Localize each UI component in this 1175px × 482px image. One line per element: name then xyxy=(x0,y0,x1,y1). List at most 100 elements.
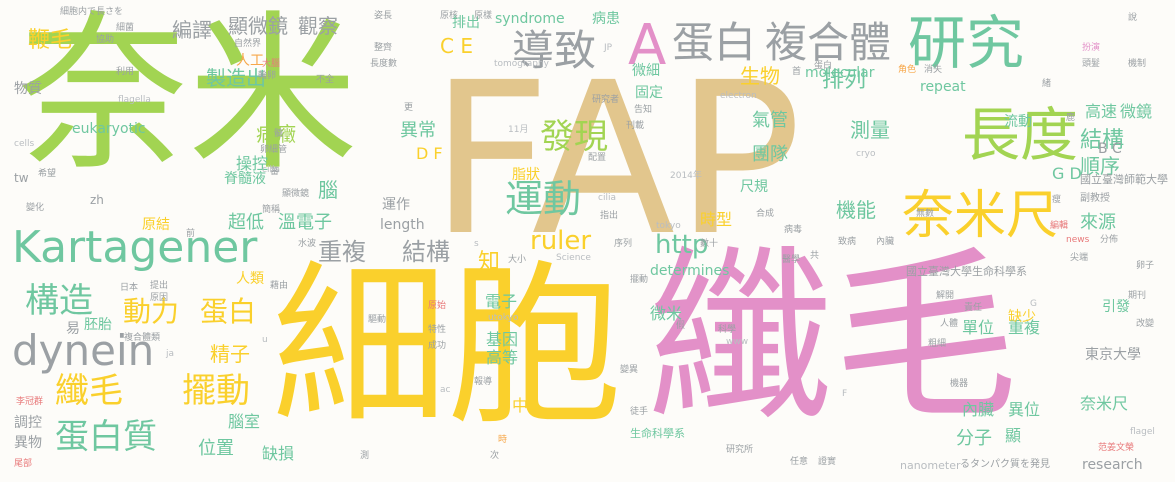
word-renlei: 人類 xyxy=(236,271,264,287)
word-nami-large: 奈米 xyxy=(18,0,359,194)
word-zhengshi: 證實 xyxy=(818,457,837,467)
word-xijun: 細菌 xyxy=(116,23,135,33)
word-yuanshi: 原始 xyxy=(428,301,447,311)
word-ce-small: 測 xyxy=(360,451,370,461)
word-zhengqi: 整齊 xyxy=(374,43,393,53)
word-danbai-mid: 蛋白 xyxy=(200,295,257,328)
word-danao: 大腦 xyxy=(262,59,281,69)
word-ruler: ruler xyxy=(530,226,592,256)
word-peizhi: 配置 xyxy=(588,153,607,163)
word-gouzao: 構造 xyxy=(25,281,93,321)
word-renyi: 任意 xyxy=(790,457,809,467)
word-lunluan: 輪卵 xyxy=(258,71,277,81)
word-tuandui: 團隊 xyxy=(752,144,788,165)
word-danbai-tiny: 蛋白 xyxy=(814,61,833,71)
word-sui: 髓 xyxy=(274,129,284,139)
word-guding: 固定 xyxy=(635,85,663,101)
word-bingzheng: 病癥 xyxy=(256,122,296,146)
word-nao: 腦 xyxy=(318,178,338,202)
word-fujiaoshou: 副教授 xyxy=(1080,193,1110,204)
word-chigui: 尺規 xyxy=(740,179,768,195)
word-gaosu: 高速 xyxy=(1085,102,1118,121)
word-changdu: 長度 xyxy=(962,101,1079,169)
word-baidong-small: 擺動 xyxy=(630,275,649,285)
word-yanjiu: 研究 xyxy=(908,9,1025,77)
word-laiyuan: 來源 xyxy=(1080,212,1116,233)
word-cilia: cilia xyxy=(598,193,616,203)
word-daozhi: 導致 xyxy=(512,26,597,75)
word-gong: 共 xyxy=(810,251,820,261)
word-kartagener: Kartagener xyxy=(12,222,258,273)
word-rengong: 人工 xyxy=(236,53,264,69)
word-cilla: cilla xyxy=(262,165,280,175)
word-luanzi: 卵子 xyxy=(1136,261,1155,271)
word-zhi: 知 xyxy=(478,250,501,275)
word-u: u xyxy=(262,335,268,345)
word-weibu: 尾部 xyxy=(14,459,33,469)
word-ziranjie: 自然界 xyxy=(234,39,262,49)
word-fenzi: 分子 xyxy=(956,428,992,449)
word-bc: B C xyxy=(1098,141,1122,157)
word-jiegou-right: 結構 xyxy=(1080,128,1125,153)
word-banyan: 扮演 xyxy=(1082,43,1101,53)
word-xianmao-large: 纖毛 xyxy=(648,229,1018,445)
word-yunzuo: 運作 xyxy=(382,197,410,213)
word-xianmao-mid: 纖毛 xyxy=(55,371,123,411)
word-gaibian: 改變 xyxy=(1136,319,1155,329)
word-repeat: repeat xyxy=(920,79,966,95)
word-wendianzi: 溫電子 xyxy=(278,212,332,233)
word-toufa: 頭髮 xyxy=(1082,59,1101,69)
word-chenggong: 成功 xyxy=(428,341,447,351)
word-yixue: 醫學 xyxy=(782,255,801,265)
word-zhichu: 指出 xyxy=(600,211,619,221)
word-dongjingdaxue: 東京大學 xyxy=(1085,347,1141,363)
word-peitai: 胚胎 xyxy=(84,317,112,333)
word-research: research xyxy=(1082,457,1143,473)
word-fuheti: 複合體 xyxy=(765,18,892,67)
word-shengwu: 生物 xyxy=(740,64,780,88)
word-dynein: dynein xyxy=(12,326,155,375)
word-xianweijing: 顯微鏡 xyxy=(228,14,288,38)
word-jiqi: 機器 xyxy=(950,379,969,389)
word-gd: G D xyxy=(1052,164,1082,183)
word-xibao: 細胞 xyxy=(272,246,622,449)
word-danwei: 單位 xyxy=(962,318,995,337)
word-f: F xyxy=(842,389,848,399)
word-www: www xyxy=(726,337,749,347)
word-jianduan: 尖端 xyxy=(1070,253,1089,263)
word-lu: 鹿 xyxy=(1066,113,1076,123)
word-liyong: 利用 xyxy=(116,67,135,77)
word-celiang: 測量 xyxy=(850,118,890,142)
word-cells: cells xyxy=(14,139,35,149)
word-namichi-small: 奈米尺 xyxy=(1080,394,1129,413)
word-bianji: 編輯 xyxy=(1050,221,1069,231)
word-length: length xyxy=(380,217,425,233)
word-qiguan: 氣管 xyxy=(752,110,788,131)
word-bianyi-small: 變異 xyxy=(620,365,639,375)
word-jp: JP xyxy=(604,43,613,53)
word-fenbu: 分佈 xyxy=(1100,235,1119,245)
word-yichang: 異常 xyxy=(400,120,436,141)
word-jiekai: 解開 xyxy=(936,291,955,301)
word-jineng: 機能 xyxy=(836,198,876,222)
word-zh: zh xyxy=(90,193,104,207)
word-http: http xyxy=(655,230,709,260)
word-electron: electron xyxy=(720,91,757,101)
word-xiezhu: 協助 xyxy=(96,35,115,45)
word-df: D F xyxy=(416,144,443,163)
word-kexue: 科學 xyxy=(718,325,737,335)
word-zhibing: 致病 xyxy=(838,237,857,247)
word-jiaose: 角色 xyxy=(898,65,917,75)
word-chongfu-right: 重複 xyxy=(1008,318,1041,337)
word-xianweijing-small: 顯微鏡 xyxy=(282,189,310,199)
word-paichu: 排出 xyxy=(452,15,480,31)
word-ja: ja xyxy=(166,349,175,359)
word-tiaokong: 調控 xyxy=(14,415,42,431)
word-a: A xyxy=(628,13,667,78)
word-jingzi: 精子 xyxy=(210,342,250,366)
word-zhong: 中 xyxy=(512,396,529,415)
word-weijing: 微鏡 xyxy=(1120,102,1153,121)
word-jiyin: 基因 xyxy=(486,330,519,349)
word-xu: 緒 xyxy=(1042,79,1052,89)
